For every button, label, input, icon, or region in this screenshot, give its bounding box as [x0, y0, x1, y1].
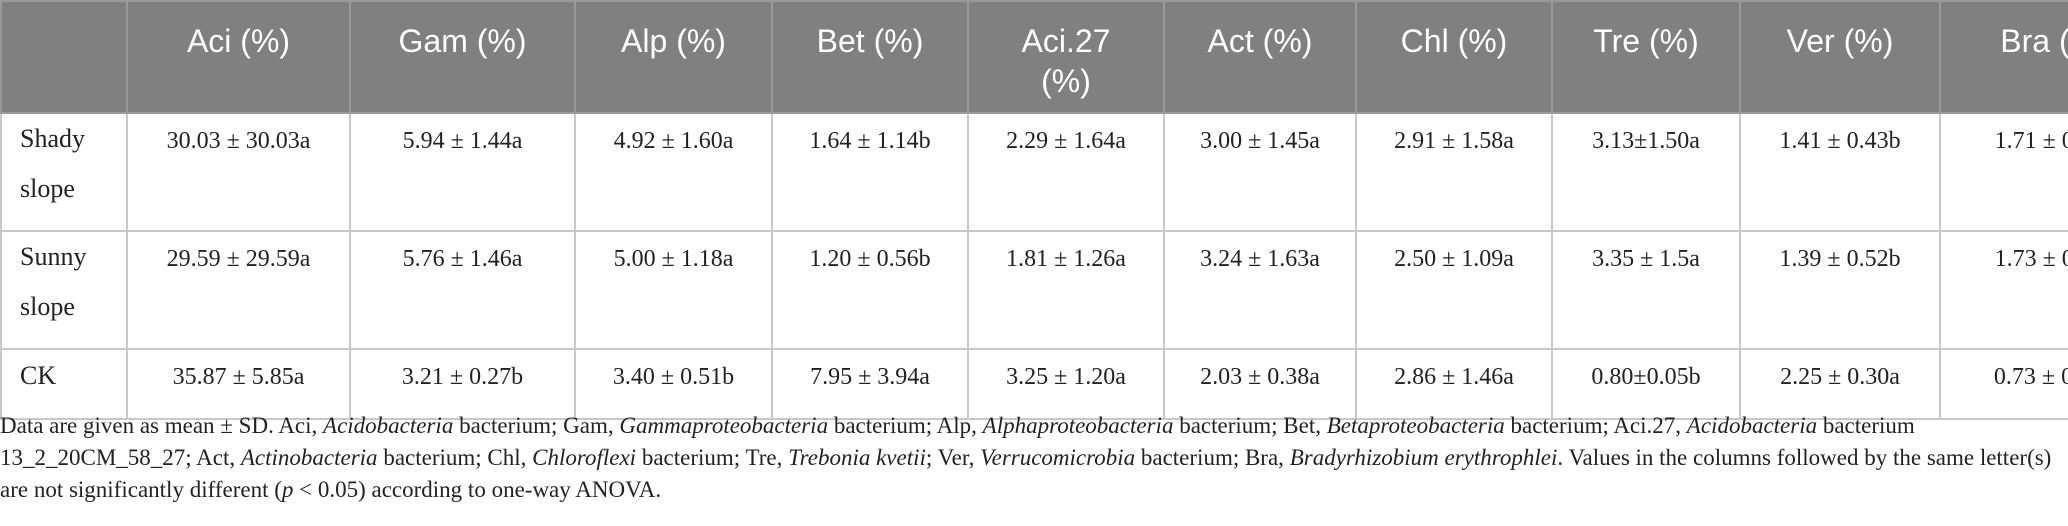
header-cell: Aci.27 (%) [967, 0, 1165, 114]
table-row: Shady slope 30.03 ± 30.03a 5.94 ± 1.44a … [0, 112, 2068, 232]
footnote-text: < 0.05) according to one-way ANOVA. [293, 477, 662, 502]
table-cell: 1.73 ± 0.68a [1939, 230, 2068, 350]
footnote-text: bacterium; Aci.27, [1504, 413, 1687, 438]
table-cell: 1.20 ± 0.56b [771, 230, 969, 350]
table-cell: 3.24 ± 1.63a [1163, 230, 1357, 350]
header-cell: Tre (%) [1551, 0, 1741, 114]
table-cell: 2.86 ± 1.46a [1355, 348, 1553, 420]
table-cell: 1.81 ± 1.26a [967, 230, 1165, 350]
footnote-text: bacterium; Chl, [377, 445, 533, 470]
header-cell: Act (%) [1163, 0, 1357, 114]
data-table: Aci (%) Gam (%) Alp (%) Bet (%) Aci.27 (… [0, 0, 2068, 420]
table-cell: 2.29 ± 1.64a [967, 112, 1165, 232]
table-row: Sunny slope 29.59 ± 29.59a 5.76 ± 1.46a … [0, 230, 2068, 350]
table-cell: 2.50 ± 1.09a [1355, 230, 1553, 350]
header-cell [0, 0, 128, 114]
header-cell: Gam (%) [349, 0, 576, 114]
footnote-taxon: Gammaproteobacteria [619, 413, 829, 438]
header-cell: Aci (%) [126, 0, 351, 114]
table-cell: 3.00 ± 1.45a [1163, 112, 1357, 232]
footnote-taxon: Acidobacteria [323, 413, 454, 438]
table-cell: 3.40 ± 0.51b [574, 348, 773, 420]
table-row: CK 35.87 ± 5.85a 3.21 ± 0.27b 3.40 ± 0.5… [0, 348, 2068, 420]
table-cell: 3.35 ± 1.5a [1551, 230, 1741, 350]
footnote-text: bacterium 13_2_20CM_58_27; Act, [0, 413, 1915, 470]
footnote-taxon: Betaproteobacteria [1326, 413, 1505, 438]
footnote-taxon: Verrucomicrobia [980, 445, 1136, 470]
table-cell: 4.92 ± 1.60a [574, 112, 773, 232]
header-cell: Ver (%) [1739, 0, 1941, 114]
table-cell: 3.21 ± 0.27b [349, 348, 576, 420]
table-cell: 0.80±0.05b [1551, 348, 1741, 420]
table-cell: 5.94 ± 1.44a [349, 112, 576, 232]
footnote-taxon: Alphaproteobacteria [982, 413, 1174, 438]
footnote-text: bacterium; Alp, [828, 413, 983, 438]
footnote-taxon: Chloroflexi [532, 445, 637, 470]
table-cell: 7.95 ± 3.94a [771, 348, 969, 420]
table-cell: 2.91 ± 1.58a [1355, 112, 1553, 232]
footnote-text: bacterium; Bra, [1135, 445, 1290, 470]
table-cell: 1.41 ± 0.43b [1739, 112, 1941, 232]
row-label: Sunny slope [0, 230, 128, 350]
footnote-text: Data are given as mean ± SD. Aci, [0, 413, 324, 438]
row-label: Shady slope [0, 112, 128, 232]
header-cell: Chl (%) [1355, 0, 1553, 114]
table-cell: 2.03 ± 0.38a [1163, 348, 1357, 420]
header-cell: Bra (%) [1939, 0, 2068, 114]
table-cell: 1.39 ± 0.52b [1739, 230, 1941, 350]
table-container: Aci (%) Gam (%) Alp (%) Bet (%) Aci.27 (… [0, 0, 2068, 420]
table-cell: 0.73 ± 0.14b [1939, 348, 2068, 420]
footnote-text: . Values in the columns followed by the … [0, 445, 2052, 502]
footnote-text: ; Ver, [925, 445, 981, 470]
footnote-taxon: Bradyrhizobium erythrophlei [1289, 445, 1558, 470]
table-footnote: Data are given as mean ± SD. Aci, Acidob… [0, 410, 2060, 506]
footnote-taxon: Trebonia kvetii [788, 445, 926, 470]
footnote-text: bacterium; Bet, [1173, 413, 1327, 438]
table-cell: 29.59 ± 29.59a [126, 230, 351, 350]
header-cell: Alp (%) [574, 0, 773, 114]
footnote-taxon: Acidobacteria [1686, 413, 1818, 438]
table-cell: 5.76 ± 1.46a [349, 230, 576, 350]
header-row: Aci (%) Gam (%) Alp (%) Bet (%) Aci.27 (… [0, 0, 2068, 114]
table-cell: 3.13±1.50a [1551, 112, 1741, 232]
footnote-text: bacterium; Tre, [636, 445, 789, 470]
footnote-text: bacterium; Gam, [453, 413, 620, 438]
table-cell: 3.25 ± 1.20a [967, 348, 1165, 420]
table-cell: 1.71 ± 0.72a [1939, 112, 2068, 232]
table-cell: 35.87 ± 5.85a [126, 348, 351, 420]
table-cell: 1.64 ± 1.14b [771, 112, 969, 232]
footnote-taxon: Actinobacteria [240, 445, 378, 470]
table-cell: 5.00 ± 1.18a [574, 230, 773, 350]
table-cell: 2.25 ± 0.30a [1739, 348, 1941, 420]
row-label: CK [0, 348, 128, 420]
footnote-p-symbol: p [281, 477, 294, 502]
table-cell: 30.03 ± 30.03a [126, 112, 351, 232]
header-cell: Bet (%) [771, 0, 969, 114]
